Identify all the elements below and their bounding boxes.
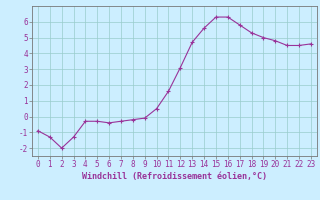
X-axis label: Windchill (Refroidissement éolien,°C): Windchill (Refroidissement éolien,°C) [82,172,267,181]
